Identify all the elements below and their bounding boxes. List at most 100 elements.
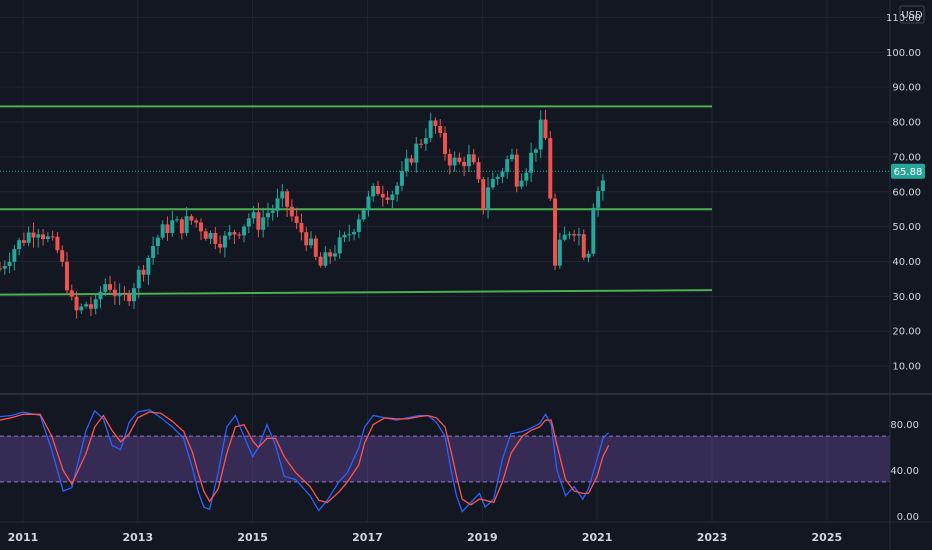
candle bbox=[17, 237, 22, 256]
candle bbox=[198, 218, 203, 240]
time-axis[interactable]: 2011 2013 2015 2017 2019 2021 2023 2025 bbox=[8, 531, 842, 544]
candle bbox=[246, 213, 251, 234]
price-tick-label: 70.00 bbox=[892, 152, 921, 163]
candle bbox=[404, 149, 409, 177]
candle bbox=[347, 224, 352, 242]
candle bbox=[184, 207, 189, 237]
candle bbox=[194, 218, 199, 228]
candle bbox=[342, 231, 347, 243]
candle bbox=[285, 188, 290, 217]
candle bbox=[543, 109, 548, 141]
candle bbox=[103, 278, 108, 296]
currency-text: USD bbox=[901, 10, 923, 21]
candle bbox=[438, 118, 443, 138]
stochastic-d-line bbox=[0, 411, 610, 506]
candle bbox=[328, 248, 333, 264]
candle bbox=[26, 226, 31, 247]
candle bbox=[309, 231, 314, 249]
candle bbox=[481, 177, 486, 215]
candle bbox=[222, 230, 227, 258]
candle bbox=[399, 161, 404, 191]
candle bbox=[304, 227, 309, 252]
currency-label[interactable]: USD bbox=[899, 5, 925, 24]
candle bbox=[256, 202, 261, 238]
candle bbox=[557, 232, 562, 269]
current-price-text: 65.88 bbox=[894, 167, 923, 178]
candle bbox=[443, 126, 447, 161]
candle bbox=[203, 228, 208, 241]
candle bbox=[509, 148, 514, 162]
price-axis[interactable]: 110.00 100.00 90.00 80.00 70.00 60.00 50.00 40.… bbox=[886, 13, 921, 373]
candle bbox=[332, 245, 337, 261]
time-tick-label: 2013 bbox=[122, 531, 153, 544]
stochastic-tick-label: 40.00 bbox=[890, 466, 919, 477]
candle bbox=[179, 217, 184, 240]
candle bbox=[146, 255, 151, 286]
candle bbox=[45, 232, 50, 243]
candle bbox=[208, 230, 213, 245]
candle bbox=[576, 227, 581, 246]
candle bbox=[409, 154, 414, 166]
candle bbox=[318, 252, 323, 268]
candle bbox=[64, 251, 69, 295]
candle bbox=[385, 191, 390, 205]
candle bbox=[600, 174, 605, 201]
candle bbox=[586, 250, 591, 263]
candle bbox=[466, 144, 471, 172]
candle bbox=[7, 252, 12, 273]
stochastic-tick-label: 80.00 bbox=[890, 420, 919, 431]
candle bbox=[419, 138, 424, 149]
candle bbox=[275, 188, 280, 218]
candle bbox=[538, 110, 543, 158]
time-tick-label: 2017 bbox=[352, 531, 383, 544]
candle bbox=[548, 131, 553, 201]
candle bbox=[553, 193, 558, 270]
candle bbox=[280, 184, 285, 208]
stochastic-axis[interactable]: 80.00 40.00 0.00 bbox=[890, 420, 919, 523]
time-tick-label: 2019 bbox=[467, 531, 498, 544]
candle bbox=[423, 128, 428, 151]
price-tick-label: 20.00 bbox=[892, 327, 921, 338]
candle bbox=[371, 183, 376, 202]
candle bbox=[471, 148, 476, 165]
candle bbox=[237, 232, 242, 239]
candle bbox=[299, 213, 304, 241]
candle bbox=[323, 246, 328, 268]
candle bbox=[462, 156, 467, 177]
candle bbox=[131, 282, 136, 309]
candle bbox=[514, 148, 519, 193]
price-tick-label: 50.00 bbox=[892, 222, 921, 233]
candlestick-series bbox=[0, 109, 605, 319]
candle bbox=[294, 207, 299, 230]
candle bbox=[505, 155, 510, 179]
candle bbox=[141, 264, 146, 282]
candle bbox=[160, 220, 165, 240]
candle bbox=[31, 222, 36, 248]
candle bbox=[519, 173, 524, 190]
candle bbox=[390, 190, 395, 209]
candle bbox=[572, 230, 577, 242]
candle bbox=[112, 281, 117, 305]
candle bbox=[170, 211, 175, 237]
candle bbox=[136, 265, 141, 299]
candle bbox=[270, 204, 275, 221]
candle bbox=[596, 186, 601, 217]
candle bbox=[69, 284, 74, 301]
candle bbox=[12, 244, 17, 271]
candle bbox=[122, 285, 127, 301]
candle bbox=[175, 216, 180, 223]
price-tick-label: 110.00 bbox=[886, 13, 921, 24]
candle bbox=[581, 229, 586, 261]
stochastic-k-line bbox=[0, 409, 610, 513]
candle bbox=[562, 226, 567, 242]
price-tick-label: 90.00 bbox=[892, 83, 921, 94]
candle bbox=[337, 230, 342, 259]
candle bbox=[313, 235, 318, 261]
candle bbox=[261, 207, 266, 238]
candle bbox=[50, 230, 55, 241]
candle bbox=[356, 214, 361, 239]
candle bbox=[117, 283, 122, 305]
candle bbox=[60, 245, 65, 267]
